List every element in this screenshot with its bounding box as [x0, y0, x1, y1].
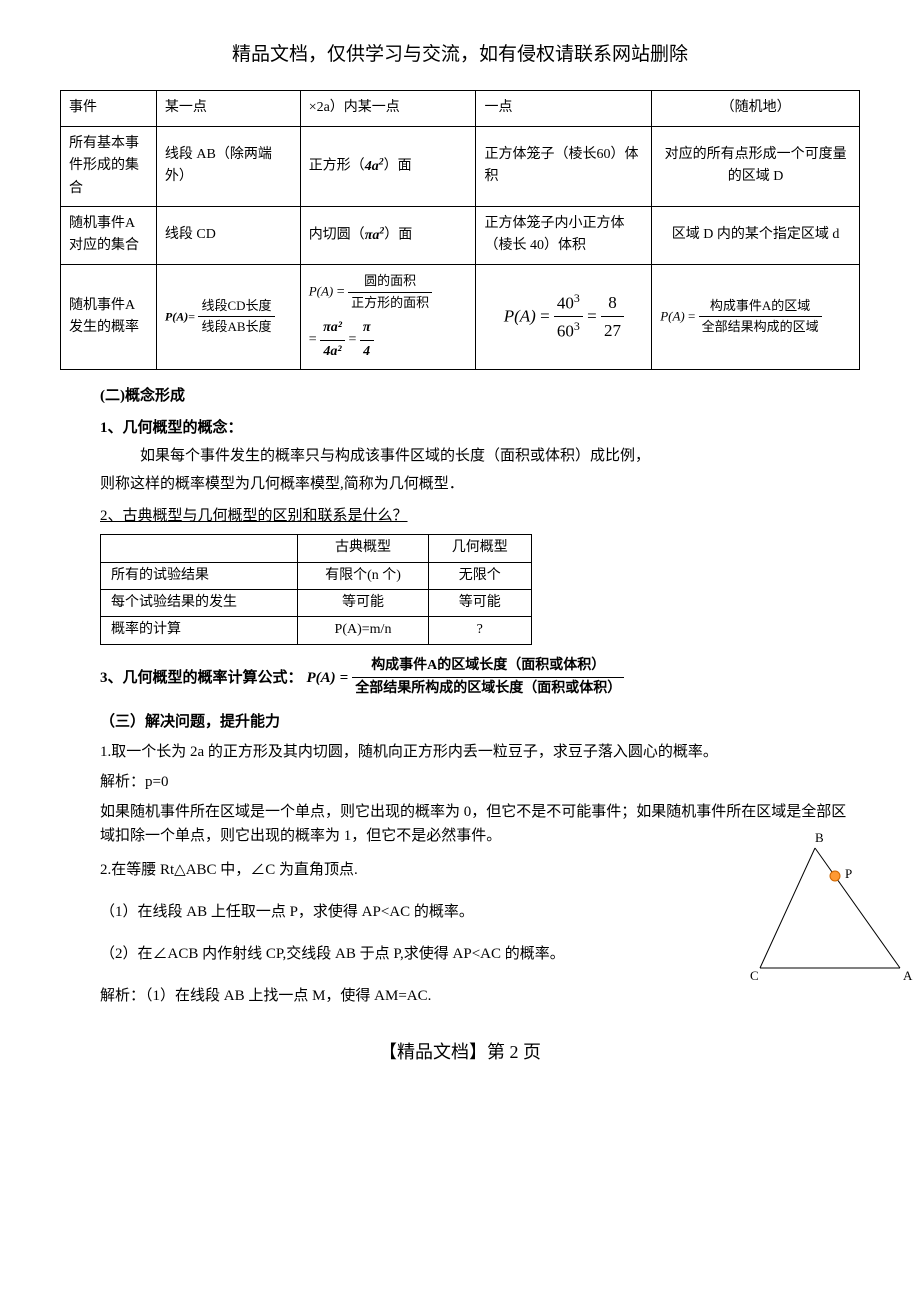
label-a: A — [903, 968, 913, 983]
cell: 内切圆（πa2）面 — [300, 206, 476, 264]
cell: 某一点 — [156, 91, 300, 126]
cell-formula: P(A) = 403 603 = 8 27 — [476, 264, 652, 369]
pa-label: P(A) — [165, 309, 188, 323]
problem-1-answer: 解析：p=0 — [100, 770, 860, 794]
cell: ×2a）内某一点 — [300, 91, 476, 126]
fraction: 403 603 — [554, 289, 583, 346]
problem-2: B P C A 2.在等腰 Rt△ABC 中，∠C 为直角顶点. （1）在线段 … — [100, 858, 900, 1008]
cell: 概率的计算 — [101, 617, 298, 644]
text: 正方形（ — [309, 159, 365, 174]
cell: 无限个 — [428, 562, 531, 589]
cell: P(A)=m/n — [298, 617, 428, 644]
fraction: 构成事件A的区域长度（面积或体积） 全部结果所构成的区域长度（面积或体积） — [352, 655, 624, 701]
cell: 等可能 — [298, 589, 428, 616]
cell: 等可能 — [428, 589, 531, 616]
cell: 正方形（4a2）面 — [300, 126, 476, 206]
table-row: 随机事件A 对应的集合 线段 CD 内切圆（πa2）面 正方体笼子内小正方体（棱… — [61, 206, 860, 264]
label-b: B — [815, 830, 824, 845]
item-1-body-2: 则称这样的概率模型为几何概率模型,简称为几何概型． — [100, 472, 860, 496]
table-row: 所有基本事件形成的集合 线段 AB（除两端外） 正方形（4a2）面 正方体笼子（… — [61, 126, 860, 206]
cell-formula: P(A)= 线段CD长度 线段AB长度 — [156, 264, 300, 369]
cell: 线段 AB（除两端外） — [156, 126, 300, 206]
cell-event-header: 事件 — [61, 91, 157, 126]
item-3-formula-line: 3、几何概型的概率计算公式： P(A)= 构成事件A的区域长度（面积或体积） 全… — [100, 655, 860, 701]
problem-1-text: 1.取一个长为 2a 的正方形及其内切圆，随机向正方形内丢一粒豆子，求豆子落入圆… — [100, 740, 860, 764]
fraction: 构成事件A的区域 全部结果构成的区域 — [699, 296, 822, 339]
table-row: 古典概型 几何概型 — [101, 535, 532, 562]
cell: 随机事件A 发生的概率 — [61, 264, 157, 369]
fraction: 8 27 — [601, 289, 624, 344]
table-row: 概率的计算 P(A)=m/n ? — [101, 617, 532, 644]
table-row: 事件 某一点 ×2a）内某一点 一点 （随机地） — [61, 91, 860, 126]
table-row: 随机事件A 发生的概率 P(A)= 线段CD长度 线段AB长度 P(A) = 圆… — [61, 264, 860, 369]
cell: 正方体笼子（棱长60）体积 — [476, 126, 652, 206]
main-concept-table: 事件 某一点 ×2a）内某一点 一点 （随机地） 所有基本事件形成的集合 线段 … — [60, 90, 860, 370]
header-notice: 精品文档，仅供学习与交流，如有侵权请联系网站删除 — [60, 40, 860, 70]
cell — [101, 535, 298, 562]
item-1-body-1: 如果每个事件发生的概率只与构成该事件区域的长度（面积或体积）成比例， — [140, 444, 860, 468]
cell: 每个试验结果的发生 — [101, 589, 298, 616]
formula: 4a2 — [365, 159, 384, 174]
section-2-title: (二)概念形成 — [100, 384, 860, 408]
section-3-title: （三）解决问题，提升能力 — [100, 710, 860, 734]
footer-page-number: 【精品文档】第 2 页 — [60, 1038, 860, 1067]
pa-label: P(A) — [307, 666, 336, 690]
fraction: 线段CD长度 线段AB长度 — [198, 296, 274, 339]
text: ）面 — [384, 228, 412, 243]
cell: ? — [428, 617, 531, 644]
compare-table: 古典概型 几何概型 所有的试验结果 有限个(n 个) 无限个 每个试验结果的发生… — [100, 534, 532, 645]
cell: 对应的所有点形成一个可度量的区域 D — [652, 126, 860, 206]
cell: 所有基本事件形成的集合 — [61, 126, 157, 206]
table-row: 每个试验结果的发生 等可能 等可能 — [101, 589, 532, 616]
fraction: 圆的面积 正方形的面积 — [348, 271, 432, 314]
item-2-title: 2、古典概型与几何概型的区别和联系是什么？ — [100, 504, 860, 528]
table-row: 所有的试验结果 有限个(n 个) 无限个 — [101, 562, 532, 589]
label-c: C — [750, 968, 759, 983]
cell: 几何概型 — [428, 535, 531, 562]
item-3-label: 3、几何概型的概率计算公式： — [100, 666, 303, 690]
cell: 古典概型 — [298, 535, 428, 562]
cell: 所有的试验结果 — [101, 562, 298, 589]
cell-formula: P(A) = 构成事件A的区域 全部结果构成的区域 — [652, 264, 860, 369]
cell: 区域 D 内的某个指定区域 d — [652, 206, 860, 264]
cell: 一点 — [476, 91, 652, 126]
pa-label: P(A) — [504, 306, 536, 325]
text: ）面 — [384, 159, 412, 174]
pa-label: P(A) — [660, 308, 685, 323]
cell: 随机事件A 对应的集合 — [61, 206, 157, 264]
cell: 正方体笼子内小正方体（棱长 40）体积 — [476, 206, 652, 264]
triangle-diagram: B P C A — [720, 828, 920, 988]
cell-formula: P(A) = 圆的面积 正方形的面积 = πa² 4a² = π 4 — [300, 264, 476, 369]
fraction: π 4 — [360, 317, 374, 363]
item-1-title: 1、几何概型的概念： — [100, 416, 860, 440]
pa-label: P(A) — [309, 283, 334, 298]
fraction: πa² 4a² — [320, 317, 345, 363]
text: 内切圆（ — [309, 228, 365, 243]
cell: 线段 CD — [156, 206, 300, 264]
formula: πa2 — [365, 228, 385, 243]
label-p: P — [845, 866, 852, 881]
cell: 有限个(n 个) — [298, 562, 428, 589]
cell: （随机地） — [652, 91, 860, 126]
